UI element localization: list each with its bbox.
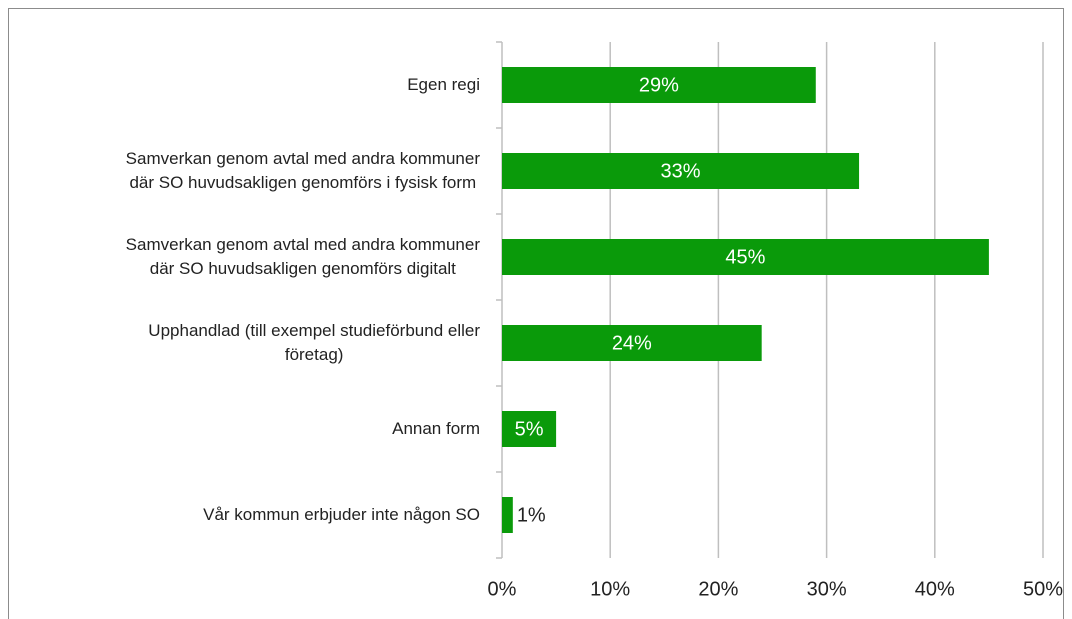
y-tick-label: Vår kommun erbjuder inte någon SO [203, 505, 480, 524]
data-label: 5% [515, 418, 544, 440]
x-tick-label: 20% [698, 578, 738, 600]
x-tick-label: 40% [915, 578, 955, 600]
chart-border [8, 8, 1064, 619]
x-tick-label: 30% [807, 578, 847, 600]
y-tick-label: Annan form [392, 419, 480, 438]
data-label: 29% [639, 74, 679, 96]
bar [502, 497, 513, 533]
bar [502, 153, 860, 189]
x-tick-label: 50% [1023, 578, 1063, 600]
x-tick-label: 0% [488, 578, 517, 600]
data-label: 45% [725, 246, 765, 268]
bar [502, 67, 816, 103]
y-tick-label: Egen regi [407, 75, 480, 94]
data-label: 24% [612, 332, 652, 354]
bar [502, 239, 989, 275]
data-label: 1% [517, 504, 546, 526]
y-tick-label: Samverkan genom avtal med andra kommuner… [125, 149, 480, 192]
x-tick-label: 10% [590, 578, 630, 600]
bar [502, 411, 557, 447]
y-tick-label: Upphandlad (till exempel studieförbund e… [148, 321, 480, 364]
bar [502, 325, 762, 361]
data-label: 33% [661, 160, 701, 182]
y-tick-label: Samverkan genom avtal med andra kommuner… [125, 235, 480, 278]
